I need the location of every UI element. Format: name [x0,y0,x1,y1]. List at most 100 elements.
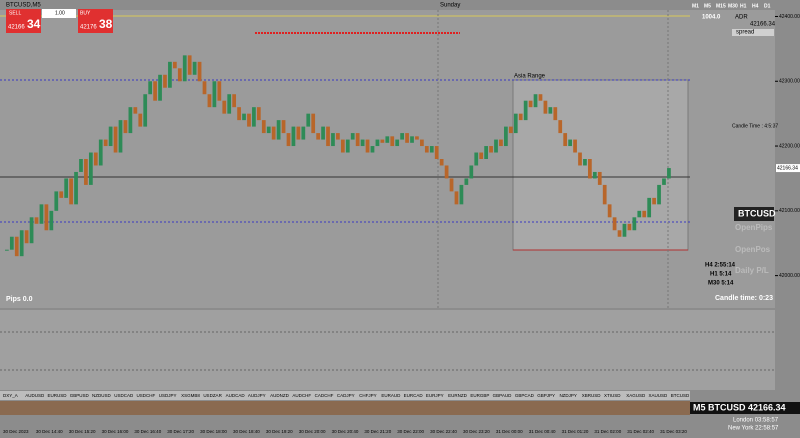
pair-button[interactable]: CADJPY [337,393,355,398]
timeframe-button[interactable]: D1 [764,3,771,9]
pair-button[interactable]: EURAUD [381,393,401,398]
candle [548,107,553,114]
pair-button[interactable]: NZDJPY [559,393,577,398]
timeframe-button[interactable]: M1 [692,3,699,9]
h1-timer: H1 5:14 [710,272,732,278]
candle [632,217,637,231]
buy-label: BUY [80,10,91,16]
candle [340,139,345,153]
candle [385,136,390,143]
pair-button[interactable]: GBPJPY [537,393,555,398]
asia-range-box [512,79,689,251]
date-label: 30 Dec 15:20 [69,429,96,434]
pair-button[interactable]: USDCHF [137,393,156,398]
pair-button[interactable]: USDCAD [114,393,134,398]
pair-button[interactable]: EURCAD [404,393,424,398]
spread-label: spread [736,30,754,36]
timeframe-button[interactable]: M30 [728,3,738,9]
date-label: 30 Dec 18:40 [233,429,260,434]
candle [380,139,385,143]
pair-button[interactable]: AUDCAD [226,393,246,398]
m30-timer: M30 5:14 [708,281,734,287]
candle [489,146,493,153]
candle [64,178,69,198]
last-price-box [776,164,800,173]
sell-label: SELL [9,10,21,16]
candle [355,133,360,147]
candle [449,178,454,192]
pair-button[interactable]: GBPCAD [515,393,535,398]
candle [523,100,528,121]
pair-button[interactable]: GBPAUD [493,393,512,398]
pair-button[interactable]: CHFJPY [359,393,377,398]
candle [474,152,479,166]
candle [331,133,335,147]
timeframes: M1 M5 M15 M30 H1 H4 D1 [692,3,771,9]
candle [276,120,281,140]
candle [14,236,19,257]
timeframe-button[interactable]: M5 [704,3,711,9]
h4-timer: H4 2:55:14 [705,263,736,269]
pair-button[interactable]: EURJPY [426,393,444,398]
date-label: 31 Dec 02:40 [627,429,654,434]
pair-button[interactable]: AUDJPY [248,393,266,398]
footer-title-box [690,402,800,414]
date-label: 30 Dec 20:00 [299,429,326,434]
lot-input[interactable] [42,9,76,18]
date-label: 30 Dec 20:40 [332,429,359,434]
candle [217,81,222,101]
sell-button[interactable] [6,9,41,33]
pair-button[interactable]: AUDCHF [292,393,311,398]
open-pos: OpenPos [735,245,771,254]
candle [266,126,271,134]
candle [69,178,73,205]
candle [301,126,306,140]
date-label: 31 Dec 03:20 [660,429,687,434]
pair-button[interactable]: USDZAR [203,393,222,398]
candle [296,126,301,140]
pair-button[interactable]: XTIUSD [604,393,621,398]
candle [637,210,642,218]
pair-button[interactable]: DXY_A [3,393,18,398]
date-label: 30 Dec 18:00 [200,429,227,434]
pair-button[interactable]: XAUUSD [648,393,668,398]
pair-button[interactable]: NZDUSD [92,393,111,398]
pair-button[interactable]: GBPUSD [70,393,90,398]
candle [281,120,286,134]
buy-button[interactable] [78,9,113,33]
pair-button[interactable]: EURNZD [448,393,467,398]
candle [365,139,370,153]
candle [74,171,78,205]
pair-button[interactable]: EURUSD [48,393,68,398]
candle [177,68,182,82]
pair-button[interactable]: XAGUSD [626,393,646,398]
candle [558,120,563,134]
pairs: DXY_A AUDUSD EURUSD GBPUSD NZDUSD USDCAD USDCH… [3,393,690,398]
pair-button[interactable]: AUDNZD [270,393,289,398]
candle [583,159,587,166]
timeframe-button[interactable]: H4 [752,3,759,9]
candle [622,223,627,237]
pair-button[interactable]: XBRUSD [582,393,602,398]
timeframe-button[interactable]: M15 [716,3,726,9]
timeframe-button[interactable]: H1 [740,3,747,9]
candle [647,197,652,218]
pair-button[interactable]: XSGMB8 [181,393,200,398]
pair-button[interactable]: USDJPY [159,393,177,398]
date-label: 30 Dec 17:20 [167,429,194,434]
candle [400,133,404,140]
candle [113,126,118,153]
pair-button[interactable]: BTCUSD [671,393,690,398]
candle [602,184,607,205]
date-label: 31 Dec 00:00 [496,429,523,434]
candle [336,133,340,140]
candle [627,223,632,231]
pair-button[interactable]: CADCHF [315,393,334,398]
candle [182,55,187,82]
pair-button[interactable]: AUDUSD [25,393,45,398]
candle-time-small: Candle Time : 4:5:37 [732,123,778,129]
candle [143,94,148,127]
pair-button[interactable]: EURGBP [470,393,489,398]
candle [573,139,577,153]
